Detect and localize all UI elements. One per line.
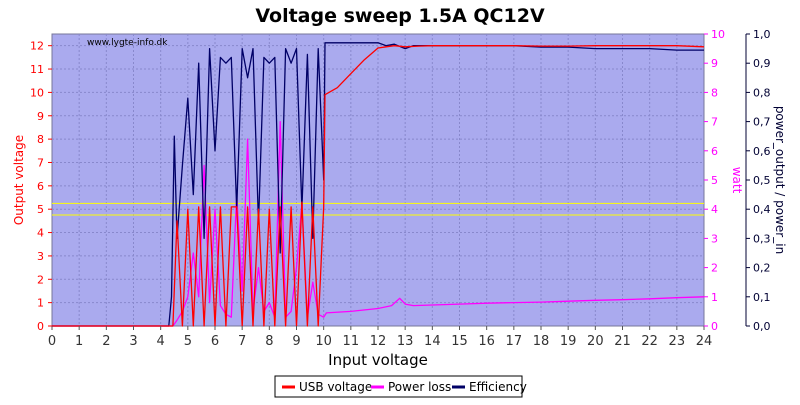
mid-tick-label: 3	[711, 232, 718, 245]
mid-tick-label: 7	[711, 116, 718, 129]
mid-tick-label: 4	[711, 203, 718, 216]
x-tick-label: 6	[211, 334, 219, 349]
x-tick-label: 23	[669, 334, 686, 349]
series-group	[52, 42, 705, 327]
mid-tick-label: 6	[711, 145, 718, 158]
left-tick-label: 9	[37, 110, 44, 123]
legend-label: USB voltage	[299, 380, 372, 394]
x-tick-label: 9	[292, 334, 300, 349]
legend: USB voltage Power loss Efficiency	[274, 375, 527, 398]
mid-tick-label: 10	[711, 28, 725, 41]
right-tick-label: 0,9	[753, 57, 771, 70]
left-tick-label: 1	[37, 297, 44, 310]
x-tick-label: 14	[424, 334, 441, 349]
x-tick-label: 10	[315, 334, 332, 349]
left-tick-label: 5	[37, 203, 44, 216]
right-tick-label: 0,1	[753, 291, 771, 304]
series-line-usb-voltage	[52, 45, 705, 327]
x-tick-label: 8	[265, 334, 273, 349]
left-tick-label: 2	[37, 273, 44, 286]
right-tick-label: 0,5	[753, 174, 771, 187]
mid-tick-label: 5	[711, 174, 718, 187]
x-tick-label: 4	[157, 334, 165, 349]
watermark: www.lygte-info.dk	[87, 38, 168, 48]
x-tick-label: 13	[397, 334, 414, 349]
series-line-power-loss	[52, 120, 705, 327]
mid-tick-label: 0	[711, 320, 718, 333]
mid-tick-label: 9	[711, 57, 718, 70]
left-tick-label: 3	[37, 250, 44, 263]
left-tick-label: 11	[30, 63, 44, 76]
x-tick-label: 15	[451, 334, 468, 349]
right-tick-label: 0,0	[753, 320, 771, 333]
mid-axis-title: watt	[730, 167, 744, 194]
legend-box	[274, 375, 523, 398]
x-tick-label: 21	[614, 334, 631, 349]
x-tick-label: 2	[102, 334, 110, 349]
left-tick-label: 4	[37, 227, 44, 240]
left-tick-label: 12	[30, 40, 44, 53]
legend-items: USB voltage Power loss Efficiency	[282, 380, 527, 394]
left-tick-label: 7	[37, 156, 44, 169]
x-tick-label: 24	[696, 334, 713, 349]
left-tick-label: 0	[37, 320, 44, 333]
x-tick-label: 5	[184, 334, 192, 349]
left-tick-label: 8	[37, 133, 44, 146]
right-tick-label: 0,3	[753, 232, 771, 245]
x-tick-label: 20	[587, 334, 604, 349]
right-tick-label: 1,0	[753, 28, 771, 41]
right-tick-label: 0,4	[753, 203, 771, 216]
left-tick-label: 6	[37, 180, 44, 193]
x-tick-label: 19	[560, 334, 577, 349]
left-tick-label: 10	[30, 86, 44, 99]
x-tick-label: 17	[506, 334, 523, 349]
right-axis-title: power_output / power_in	[773, 106, 787, 254]
left-axis-title: Output voltage	[12, 135, 26, 225]
right-tick-label: 0,2	[753, 262, 771, 275]
x-tick-label: 18	[533, 334, 550, 349]
mid-tick-label: 2	[711, 262, 718, 275]
x-axis-title: Input voltage	[328, 351, 428, 369]
x-tick-label: 1	[75, 334, 83, 349]
right-tick-label: 0,8	[753, 86, 771, 99]
x-tick-label: 3	[129, 334, 137, 349]
axes: 0 1 2 3 4 5 6 7 8 9 10 11 12 13 14 15 16 17 18 19 20 21 22 23 24…	[30, 28, 771, 349]
mid-tick-label: 8	[711, 86, 718, 99]
x-tick-label: 16	[478, 334, 495, 349]
right-tick-label: 0,7	[753, 116, 771, 129]
legend-label: Efficiency	[469, 380, 527, 394]
x-tick-label: 11	[343, 334, 360, 349]
x-tick-label: 0	[48, 334, 56, 349]
x-tick-label: 22	[641, 334, 658, 349]
chart-title: Voltage sweep 1.5A QC12V	[255, 5, 545, 27]
right-tick-label: 0,6	[753, 145, 771, 158]
x-tick-label: 7	[238, 334, 246, 349]
legend-label: Power loss	[388, 380, 451, 394]
mid-tick-label: 1	[711, 291, 718, 304]
x-tick-label: 12	[370, 334, 387, 349]
reference-lines	[52, 202, 704, 216]
